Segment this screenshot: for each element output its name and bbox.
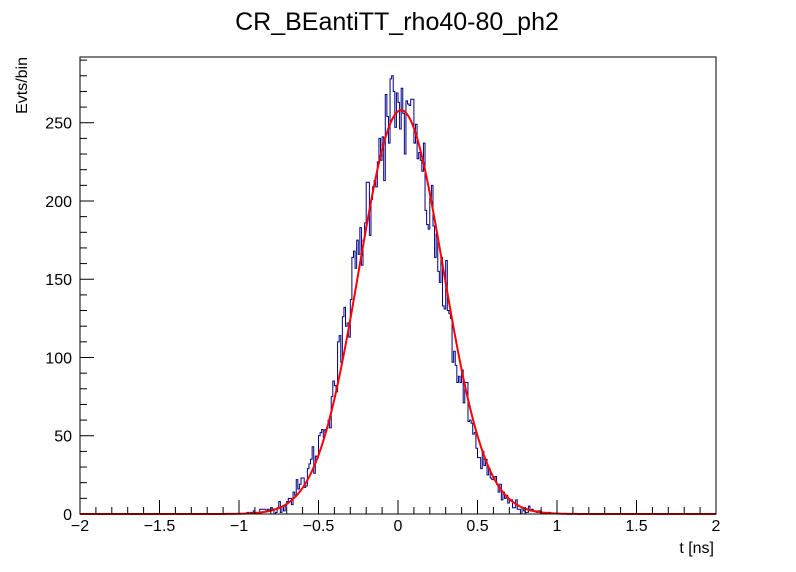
x-axis-ticks bbox=[79, 500, 717, 514]
x-tick-label: −1 bbox=[230, 518, 248, 535]
x-tick-label: −1.5 bbox=[144, 518, 176, 535]
y-tick-label: 250 bbox=[45, 116, 72, 133]
y-axis-label: Evts/bin bbox=[14, 57, 31, 114]
histogram-line bbox=[80, 75, 716, 515]
x-tick-label: 1.5 bbox=[625, 518, 647, 535]
gaussian-fit-line bbox=[80, 109, 716, 515]
chart-title: CR_BEantiTT_rho40-80_ph2 bbox=[235, 8, 559, 36]
x-axis-label: t [ns] bbox=[679, 540, 714, 557]
y-tick-label: 150 bbox=[45, 272, 72, 289]
y-axis-ticks bbox=[80, 59, 94, 515]
x-tick-label: −2 bbox=[71, 518, 89, 535]
fit-curve-series bbox=[80, 109, 716, 515]
y-tick-label: 50 bbox=[54, 429, 72, 446]
x-tick-label: 2 bbox=[712, 518, 721, 535]
x-axis-tick-labels: −2 −1.5 −1 −0.5 0 0.5 1 1.5 2 bbox=[71, 518, 721, 535]
y-tick-label: 100 bbox=[45, 350, 72, 367]
y-tick-label: 200 bbox=[45, 194, 72, 211]
x-tick-label: 0 bbox=[394, 518, 403, 535]
y-tick-label: 0 bbox=[63, 507, 72, 524]
x-tick-label: 0.5 bbox=[466, 518, 488, 535]
x-tick-label: −0.5 bbox=[303, 518, 335, 535]
y-axis-tick-labels: 0 50 100 150 200 250 bbox=[45, 116, 72, 524]
plot-frame bbox=[79, 56, 717, 515]
histogram-series bbox=[80, 75, 716, 515]
x-tick-label: 1 bbox=[553, 518, 562, 535]
